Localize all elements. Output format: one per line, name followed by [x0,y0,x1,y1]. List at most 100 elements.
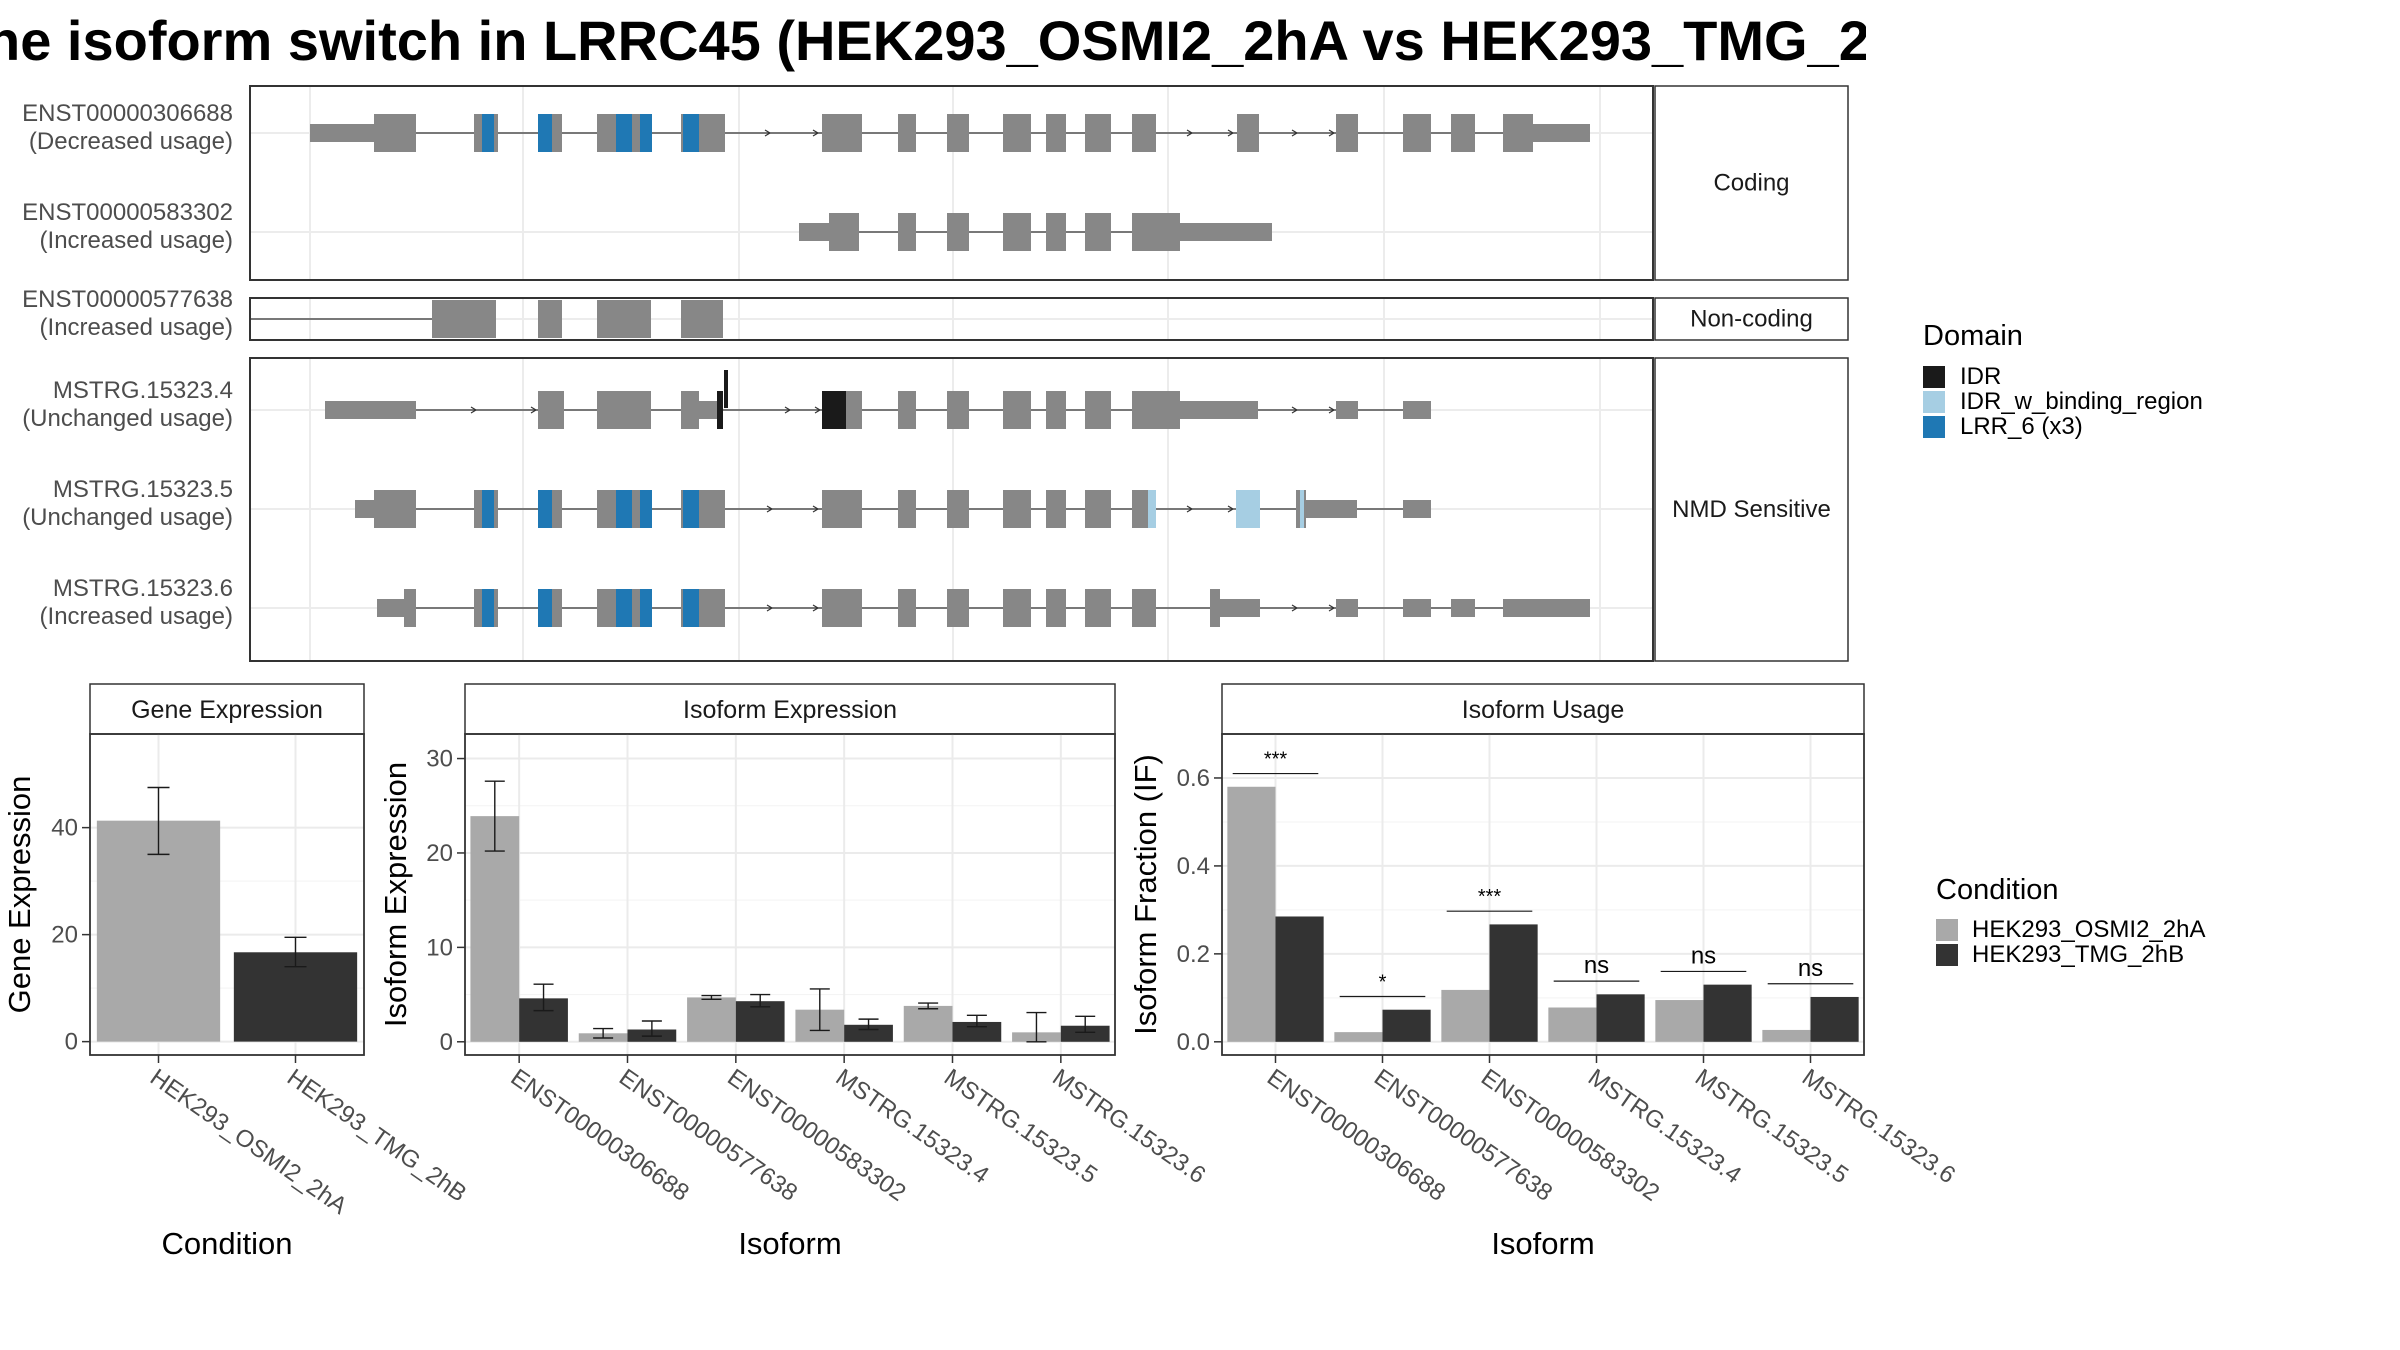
error-bar [750,993,771,1008]
strand-arrow [814,406,822,414]
strand-arrow [1328,406,1336,414]
strand-arrow [812,604,820,612]
transcript-MSTRG.15323.6 [377,589,1590,627]
exon [404,589,416,627]
error-bar [966,1014,987,1028]
bar [1810,996,1859,1042]
exon [947,391,969,429]
bar [735,1001,785,1042]
category-strip [1654,357,1849,662]
exon [1132,589,1156,627]
utr-exon [1336,599,1358,617]
exon [1451,114,1475,152]
chart-title: Gene Expression [131,696,323,724]
utr-exon [377,599,404,617]
significance-label: ns [1691,942,1716,969]
exon [898,589,916,627]
domain-block [640,490,652,528]
y-tick-label: 0 [440,1029,453,1056]
transcript-id-label: ENST00000577638 [22,286,233,313]
exon [1237,114,1259,152]
transcript-ENST00000306688 [310,114,1590,152]
transcript-id-label: MSTRG.15323.6 [53,575,233,602]
exon [1085,490,1111,528]
exon [898,114,916,152]
domain-block [482,114,494,152]
strand-arrow [1291,129,1299,137]
domain-block [538,490,552,528]
bar [1762,1029,1811,1042]
exon [1336,114,1358,152]
x-tick-label: ENST00000577638 [614,1064,802,1207]
bar [1275,916,1324,1042]
exon [1046,589,1066,627]
error-bar [858,1018,879,1031]
bar [1441,989,1490,1042]
strand-arrow [1328,129,1336,137]
domain-block [616,114,632,152]
exon [1046,391,1066,429]
condition-legend-swatch [1936,919,1958,941]
chart-title-strip [464,683,1116,735]
exon [1046,114,1066,152]
chart-title-strip [89,683,365,735]
chart-title-strip [1221,683,1865,735]
exon [947,213,969,251]
domain-block [616,490,632,528]
exon [1132,213,1180,251]
domain-block [724,370,728,408]
error-bar [918,1002,939,1010]
exon [1085,114,1111,152]
exon [947,114,969,152]
utr-exon [1503,599,1590,617]
y-tick-label: 40 [51,815,78,842]
y-axis-title: Isoform Expression [378,762,413,1027]
y-tick-label: 10 [426,934,453,961]
exon [597,589,617,627]
chart-2: Isoform Expression 0 10 20 30 ENST00000306688… [378,683,1210,1261]
exon [898,391,916,429]
strand-arrow [764,129,772,137]
error-bar [1026,1011,1047,1043]
domain-block [538,589,552,627]
bar [1382,1009,1431,1042]
plot-frame [1221,733,1865,1056]
strand-arrow [1227,129,1235,137]
x-axis-title: Condition [162,1226,293,1261]
utr-exon [1180,223,1272,241]
strand-arrow [812,505,820,513]
strand-arrow [1291,406,1299,414]
bar [844,1024,893,1042]
strand-arrow [1328,604,1336,612]
bar [1489,924,1538,1042]
error-bar [593,1027,614,1039]
bar [1227,786,1276,1042]
transcript-id-label: ENST00000306688 [22,100,233,127]
bar [470,816,520,1042]
utr-exon [799,223,829,241]
domain-block [683,589,699,627]
bar [1596,994,1645,1042]
utr-exon [325,401,416,419]
category-strip-label: NMD Sensitive [1672,496,1831,523]
exon [1046,490,1066,528]
exon [597,490,617,528]
transcript-group-frame [249,357,1654,662]
exon [597,114,617,152]
transcript-ENST00000577638 [250,300,723,338]
error-bar [484,780,505,852]
transcript-id-label: MSTRG.15323.4 [53,377,233,404]
domain-block [832,391,846,429]
exon [947,490,969,528]
y-axis-title: Gene Expression [2,776,37,1014]
utr-exon [1306,500,1357,518]
strand-arrow [530,406,538,414]
utr-exon [355,500,374,518]
exon [1403,114,1431,152]
transcript-usage-label: (Unchanged usage) [22,405,233,432]
domain-block [683,114,699,152]
y-tick-label: 0.4 [1177,853,1210,880]
utr-exon [1336,401,1358,419]
domain-block [1148,490,1156,528]
transcript-usage-label: (Increased usage) [40,603,233,630]
